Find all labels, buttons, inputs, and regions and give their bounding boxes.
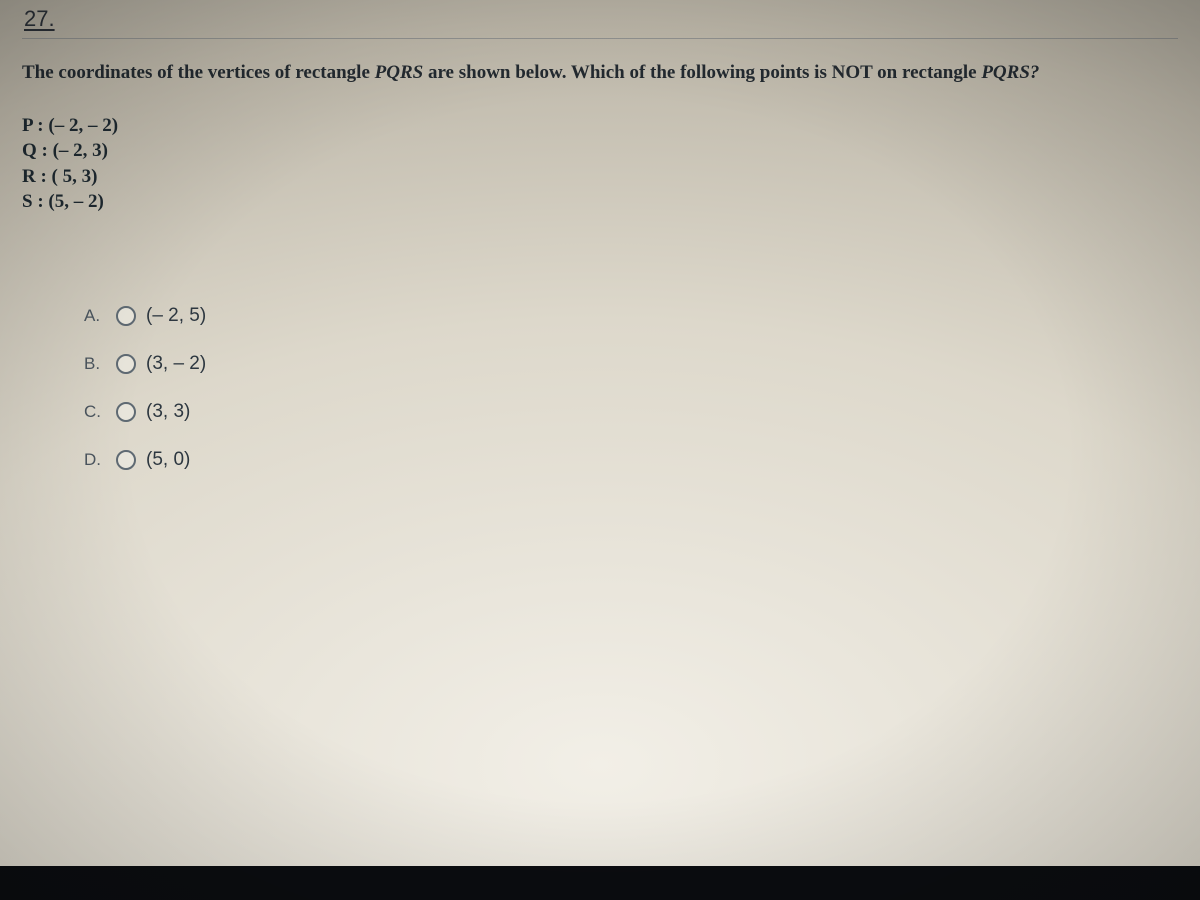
vertex-s: S : (5, – 2) (22, 189, 1178, 215)
divider (22, 38, 1178, 39)
choice-letter: C. (84, 402, 106, 422)
prompt-em-1: PQRS (375, 62, 424, 83)
choice-text: (3, 3) (146, 401, 190, 423)
choice-text: (3, – 2) (146, 353, 206, 375)
radio-icon[interactable] (116, 306, 136, 326)
choice-letter: A. (84, 306, 106, 326)
question-number: 27. (22, 0, 1178, 36)
choice-c[interactable]: C. (3, 3) (84, 401, 1178, 423)
choice-d[interactable]: D. (5, 0) (84, 449, 1178, 471)
choice-text: (5, 0) (146, 449, 190, 471)
vertex-list: P : (– 2, – 2) Q : (– 2, 3) R : ( 5, 3) … (22, 113, 1178, 216)
radio-icon[interactable] (116, 354, 136, 374)
monitor-bezel (0, 866, 1200, 900)
vertex-r: R : ( 5, 3) (22, 164, 1178, 190)
prompt-em-2: PQRS? (981, 62, 1039, 83)
question-panel: 27. The coordinates of the vertices of r… (0, 0, 1200, 497)
radio-icon[interactable] (116, 450, 136, 470)
choice-text: (– 2, 5) (146, 305, 206, 327)
vertex-p: P : (– 2, – 2) (22, 113, 1178, 139)
question-prompt: The coordinates of the vertices of recta… (22, 59, 1178, 87)
choice-b[interactable]: B. (3, – 2) (84, 353, 1178, 375)
choice-letter: D. (84, 450, 106, 470)
vertex-q: Q : (– 2, 3) (22, 138, 1178, 164)
choice-a[interactable]: A. (– 2, 5) (84, 305, 1178, 327)
prompt-text: The coordinates of the vertices of recta… (22, 62, 375, 83)
choice-letter: B. (84, 354, 106, 374)
answer-choices: A. (– 2, 5) B. (3, – 2) C. (3, 3) D. (5,… (84, 305, 1178, 471)
prompt-text-mid: are shown below. Which of the following … (423, 62, 981, 83)
radio-icon[interactable] (116, 402, 136, 422)
